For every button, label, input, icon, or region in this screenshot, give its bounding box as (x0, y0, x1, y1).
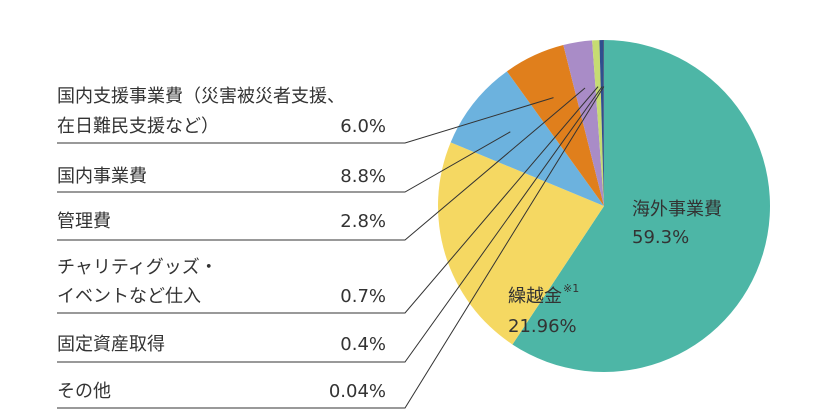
pie-slice (599, 40, 604, 207)
slice-label: 国内事業費 (57, 166, 147, 187)
pie-slice (438, 142, 604, 345)
slice-label: イベントなど仕入 (57, 286, 201, 307)
value-label: 21.96% (508, 316, 577, 337)
footnote-mark: ※1 (563, 282, 579, 295)
slice-label: その他 (57, 381, 111, 402)
slice-label: 在日難民支援など） (57, 116, 219, 137)
leader-line (57, 86, 599, 314)
leader-line (57, 87, 586, 241)
slice-label: 国内支援事業費（災害被災者支援、 (57, 86, 345, 107)
value-label: 0.04% (329, 381, 386, 402)
value-label: 8.8% (340, 166, 386, 187)
pie-slice (512, 40, 770, 373)
leader-line (57, 131, 511, 193)
leader-line (57, 97, 554, 144)
pie-slice (592, 40, 604, 207)
value-label: 59.3% (632, 227, 689, 248)
leader-line (57, 86, 603, 363)
value-label: 0.4% (340, 334, 386, 355)
slice-label: 海外事業費 (632, 199, 722, 220)
leader-line (57, 86, 605, 409)
pie-slice (506, 45, 604, 207)
pie-slice (563, 40, 604, 206)
slice-label: チャリティグッズ・ (57, 257, 218, 278)
slice-label: 固定資産取得 (57, 334, 165, 355)
value-label: 0.7% (340, 286, 386, 307)
pie-slice (450, 71, 604, 206)
slice-label: 管理費 (57, 211, 111, 232)
value-label: 2.8% (340, 211, 386, 232)
slice-label: 繰越金 (508, 286, 562, 307)
value-label: 6.0% (340, 116, 386, 137)
